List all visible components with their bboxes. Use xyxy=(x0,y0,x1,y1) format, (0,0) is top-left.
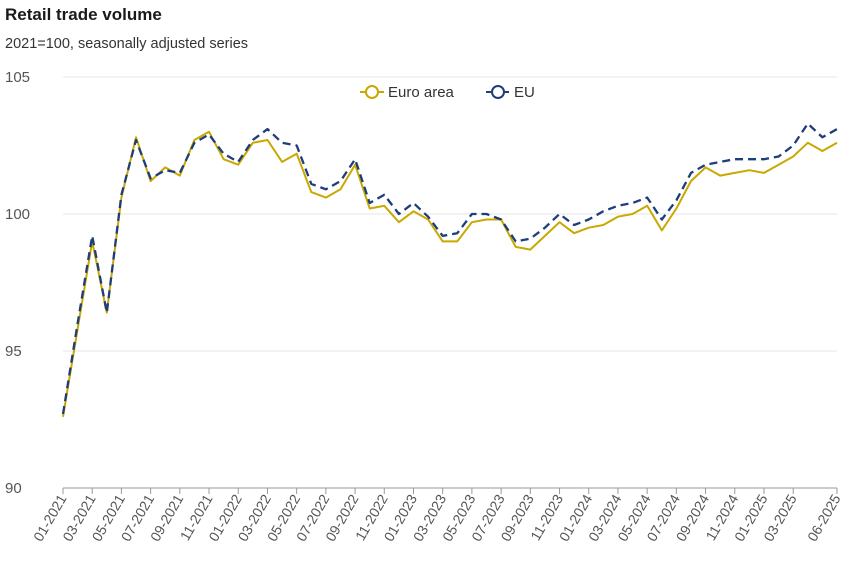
chart-subtitle: 2021=100, seasonally adjusted series xyxy=(5,36,249,52)
legend-marker xyxy=(365,85,379,99)
y-axis: 90 95 100 105 xyxy=(5,69,30,497)
series-lines xyxy=(61,122,838,417)
legend-marker xyxy=(491,85,505,99)
legend[interactable]: Euro area EU xyxy=(360,84,535,101)
legend-label: EU xyxy=(514,84,535,101)
chart-title: Retail trade volume xyxy=(5,5,162,24)
y-tick-label: 90 xyxy=(5,480,22,497)
legend-item-euro-area[interactable]: Euro area xyxy=(360,84,455,101)
y-tick-label: 100 xyxy=(5,206,30,223)
x-tick-label: 06-2025 xyxy=(804,491,844,544)
series-line-euro-area xyxy=(62,130,838,417)
series-line-eu xyxy=(61,122,838,415)
gridlines xyxy=(63,76,837,352)
legend-label: Euro area xyxy=(388,84,455,101)
x-axis: 01-202103-202105-202107-202109-202111-20… xyxy=(30,487,844,544)
y-tick-label: 95 xyxy=(5,343,22,360)
y-tick-label: 105 xyxy=(5,69,30,86)
legend-item-eu[interactable]: EU xyxy=(486,84,535,101)
